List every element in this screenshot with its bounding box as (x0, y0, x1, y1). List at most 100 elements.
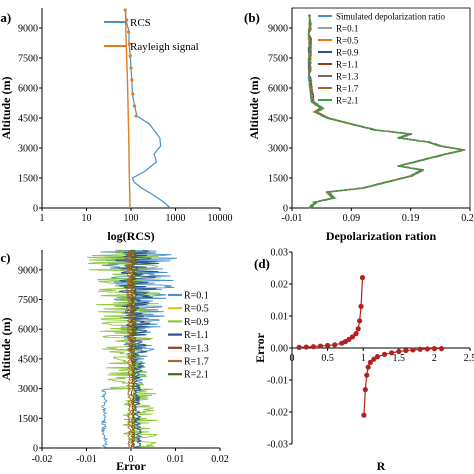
y-tick-label: 6000 (268, 84, 288, 95)
y-tick-label: 4500 (268, 114, 288, 125)
y-tick-label: 0 (33, 444, 38, 455)
panel-label: (b) (244, 10, 260, 25)
legend-label: R=0.9 (184, 317, 209, 328)
y-axis-title: Altitude (m) (0, 77, 13, 140)
data-point (332, 342, 338, 348)
x-axis-title: Depolarization ration (326, 229, 437, 243)
series-rcs-marker (132, 104, 137, 108)
legend-label: Simulated depolarization ratio (336, 12, 445, 22)
series-profile-line (307, 14, 464, 209)
legend-label: R=1.3 (184, 343, 209, 354)
y-tick-label: 0 (33, 204, 38, 215)
x-tick-label: -0.01 (282, 213, 303, 224)
series-rcs-marker (131, 92, 135, 96)
data-point (355, 326, 361, 332)
series-profile-line (307, 14, 466, 209)
series-error-line (130, 249, 139, 449)
series-rayleigh-line (124, 9, 131, 209)
x-tick-label: 0.01 (167, 454, 185, 465)
x-tick-label: -0.02 (32, 454, 53, 465)
legend-label: R=2.1 (336, 96, 358, 106)
legend-label: R=0.5 (184, 304, 209, 315)
x-tick-label: 10000 (208, 213, 233, 224)
legend-label: RCS (130, 17, 151, 29)
data-point (367, 359, 373, 365)
y-tick-label: 0.00 (271, 344, 289, 355)
series-rcs-marker (127, 42, 131, 46)
data-point (403, 347, 409, 354)
legend-label: R=1.1 (336, 60, 358, 70)
legend-label: R=1.1 (184, 330, 209, 341)
y-tick-label: 4500 (18, 354, 38, 365)
x-tick-label: 2 (432, 353, 437, 364)
data-point (317, 343, 324, 349)
error-curve-right (363, 348, 442, 416)
data-point (396, 348, 402, 355)
panel-label: (a) (0, 10, 11, 25)
data-point (357, 318, 363, 324)
plot-frame (291, 7, 471, 209)
y-tick-label: 9000 (18, 24, 38, 35)
series-error-line (114, 249, 160, 449)
series-rcs-marker (123, 8, 127, 12)
legend-label: R=0.1 (336, 24, 358, 34)
panel-b: -0.01 0.09 0.19 0.29 0 1500 3000 4500 6000 7500 90… (244, 7, 474, 243)
y-tick-label: 6000 (18, 84, 38, 95)
y-axis-title: Altitude (m) (0, 318, 13, 381)
series-rcs-marker (129, 66, 133, 70)
series-error-line (100, 249, 178, 449)
series-profile-line (307, 14, 464, 209)
y-tick-label: 1500 (18, 414, 38, 425)
data-point (424, 346, 430, 352)
y-tick-label: 3000 (18, 384, 38, 395)
x-tick-label: 0.02 (211, 454, 229, 465)
plot-frame (42, 8, 220, 208)
data-point (358, 303, 364, 309)
data-point (438, 346, 445, 352)
x-tick-label: -0.01 (76, 454, 97, 465)
x-tick-label: 1.5 (393, 353, 406, 364)
data-point (362, 387, 368, 393)
y-tick-label: 3000 (268, 144, 288, 155)
data-point (364, 372, 370, 378)
y-tick-label: 0.02 (271, 280, 289, 291)
series-profile-line (307, 14, 465, 209)
legend-label: R=0.5 (336, 36, 359, 46)
series-rcs-marker (130, 78, 134, 82)
y-tick-label: 9000 (268, 24, 288, 35)
series-rcs-marker (134, 114, 138, 118)
y-tick-label: 3000 (18, 144, 38, 155)
series-profile-line (307, 14, 465, 209)
series-rcs-line (125, 9, 171, 209)
data-point (325, 342, 331, 349)
data-point (310, 344, 316, 350)
x-tick-label: 0.09 (343, 213, 361, 224)
x-axis-title: Error (116, 459, 146, 473)
series-rcs-marker (125, 18, 129, 22)
series-error-line (127, 249, 138, 449)
panel-c: -0.02 -0.01 0 0.01 0.02 0 1500 3000 4500 6000 7500… (0, 249, 229, 473)
data-point (303, 344, 309, 350)
x-tick-label: 0.19 (402, 213, 420, 224)
legend-label: Rayleigh signal (130, 41, 199, 53)
series-rcs-marker (126, 30, 131, 34)
y-tick-label: 7500 (18, 54, 38, 65)
legend-label: R=1.7 (184, 357, 209, 368)
x-tick-label: 1 (40, 213, 45, 224)
y-tick-label: 0.01 (271, 312, 289, 323)
panel-label: (c) (0, 250, 10, 265)
y-tick-label: -0.03 (267, 440, 288, 451)
data-point (431, 346, 437, 352)
y-tick-label: -0.02 (267, 408, 288, 419)
panel-a: 1 10 100 1000 10000 0 1500 3000 4500 6000 7500 9000… (0, 8, 233, 243)
data-point (410, 347, 416, 353)
data-point (349, 334, 356, 340)
data-point (353, 331, 359, 337)
data-point (381, 351, 388, 357)
series-error-line (86, 249, 161, 449)
x-tick-label: 10 (82, 213, 92, 224)
legend-label: R=2.1 (184, 370, 209, 381)
x-tick-label: 0.29 (461, 213, 474, 224)
series-profile-line (307, 14, 466, 209)
